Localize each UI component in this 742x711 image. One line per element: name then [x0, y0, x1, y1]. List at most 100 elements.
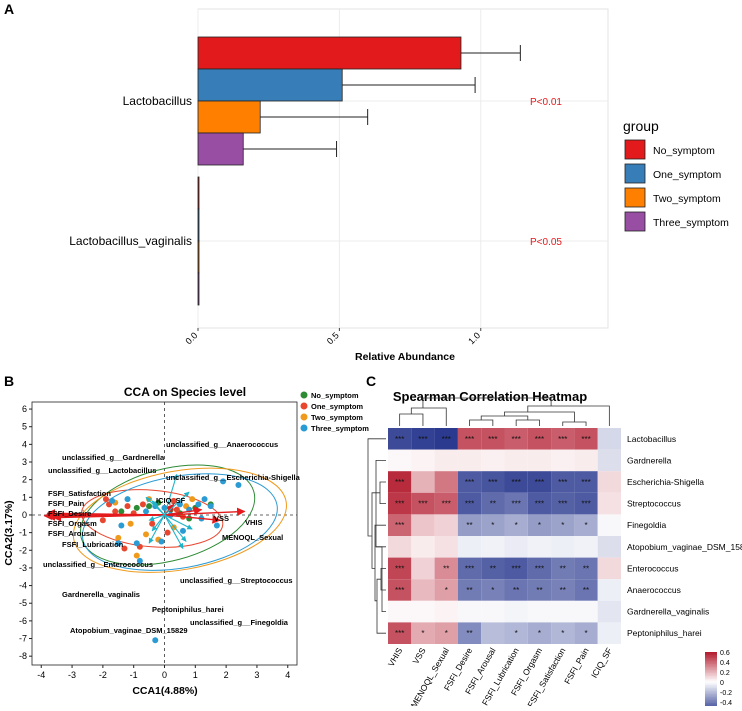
env-arrow-label: FSFI_Pain	[48, 499, 85, 508]
point-One_symptom	[164, 529, 171, 536]
column-dendrogram	[469, 419, 494, 426]
significance-stars: ***	[395, 478, 404, 487]
column-label: ICIQ_SF	[589, 646, 614, 680]
species-arrow	[163, 473, 179, 516]
ellipse-Two_symptom	[72, 467, 287, 573]
point-Three_symptom	[124, 496, 131, 503]
column-dendrogram	[399, 413, 424, 426]
heatmap-cell	[597, 492, 621, 515]
heatmap-cell	[574, 492, 598, 515]
y-tick-label: -4	[19, 581, 27, 591]
colorbar-segment	[705, 688, 717, 690]
point-One_symptom	[149, 520, 156, 527]
ellipse-No_symptom	[79, 464, 256, 566]
panel-b-arrows	[43, 473, 246, 549]
x-tick-label: -4	[37, 670, 45, 680]
heatmap-cell	[434, 536, 458, 558]
heatmap-cell	[504, 600, 528, 623]
colorbar-segment	[705, 703, 717, 705]
panel-a-p-values: P<0.01 P<0.05	[530, 97, 562, 248]
colorbar-segment	[705, 680, 717, 683]
significance-stars: *	[515, 629, 518, 638]
y-tick-label: -3	[19, 563, 27, 573]
point-One_symptom	[124, 503, 131, 510]
y-tick-label: 4	[22, 439, 27, 449]
species-arrow-label: unclassified_g__Gardnerella	[62, 453, 165, 462]
heatmap-cell	[574, 622, 598, 644]
y-tick-label: 3	[22, 457, 27, 467]
significance-stars: ***	[395, 564, 404, 573]
heatmap-cell	[434, 428, 458, 450]
panel-a-bars	[197, 36, 521, 306]
heatmap-cell	[457, 557, 482, 580]
row-label: Atopobium_vaginae_DSM_15829	[627, 542, 742, 552]
point-Two_symptom	[127, 520, 134, 527]
point-Three_symptom	[133, 540, 140, 547]
significance-stars: ***	[395, 500, 404, 509]
significance-stars: ***	[511, 500, 520, 509]
heatmap-cell	[551, 428, 575, 450]
env-arrow-label: VHIS	[245, 518, 263, 527]
heatmap-cell	[597, 622, 621, 644]
heatmap-cell	[527, 471, 552, 493]
point-Two_symptom	[133, 552, 140, 559]
colorbar-segment	[705, 665, 717, 668]
colorbar-segment	[705, 656, 717, 659]
y-tick-label: -7	[19, 634, 27, 644]
row-label: Lactobacillus	[627, 434, 676, 444]
significance-stars: ***	[465, 500, 474, 509]
colorbar-segment	[705, 701, 717, 704]
colorbar-segment	[705, 677, 717, 680]
species-arrow-label: Atopobium_vaginae_DSM_15829	[70, 626, 188, 635]
species-arrow-label: unclassified_g__Finegoldia	[190, 618, 289, 627]
significance-stars: ***	[395, 629, 404, 638]
point-Three_symptom	[213, 522, 220, 529]
significance-stars: ***	[581, 478, 590, 487]
heatmap-cell	[457, 471, 482, 493]
x-tick-label: 0	[162, 670, 167, 680]
point-Two_symptom	[146, 496, 153, 503]
row-dendrogram	[367, 438, 386, 537]
heatmap-cell	[411, 492, 435, 515]
heatmap-cell	[551, 514, 575, 536]
species-arrow-label: unclassified_g__Enterococcus	[43, 560, 153, 569]
heatmap-cell	[434, 579, 458, 601]
x-tick-label: 0.5	[325, 330, 341, 346]
significance-stars: ***	[511, 435, 520, 444]
panel-a-x-ticks: 0.0 0.5 1.0	[183, 328, 482, 346]
row-label: Peptoniphilus_harei	[627, 628, 702, 638]
significance-stars: *	[584, 521, 587, 530]
y-tick-label: -5	[19, 598, 27, 608]
significance-stars: ***	[511, 564, 520, 573]
significance-stars: **	[513, 586, 519, 595]
env-arrow	[164, 514, 221, 524]
y-tick-label: 5	[22, 422, 27, 432]
heatmap-cell	[527, 514, 552, 536]
significance-stars: **	[490, 564, 496, 573]
colorbar-tick-label: 0.2	[720, 670, 730, 677]
colorbar-segment	[705, 668, 717, 671]
significance-stars: ***	[581, 500, 590, 509]
row-label: Finegoldia	[627, 520, 666, 530]
species-arrow	[148, 514, 165, 544]
species-arrow	[148, 514, 165, 522]
heatmap-cell	[527, 579, 552, 601]
significance-stars: ***	[395, 586, 404, 595]
colorbar-segment	[705, 695, 717, 698]
bar-Three_symptom	[197, 272, 200, 306]
heatmap-cell	[481, 471, 505, 493]
point-Three_symptom	[158, 538, 165, 545]
significance-stars: **	[466, 586, 472, 595]
panel-c-row-labels: Lactobacillus Gardnerella Escherichia-Shig…	[627, 434, 742, 638]
colorbar-segment	[705, 658, 717, 660]
ellipse-Three_symptom	[81, 473, 278, 571]
bar-No_symptom	[197, 176, 200, 210]
legend-label: One_symptom	[653, 169, 722, 181]
heatmap-cell	[481, 557, 505, 580]
point-Three_symptom	[235, 481, 242, 488]
heatmap-cell	[504, 471, 528, 493]
colorbar-segment	[705, 683, 717, 686]
heatmap-cell	[551, 600, 575, 623]
heatmap-cell	[388, 449, 412, 472]
colorbar-segment	[705, 659, 717, 662]
